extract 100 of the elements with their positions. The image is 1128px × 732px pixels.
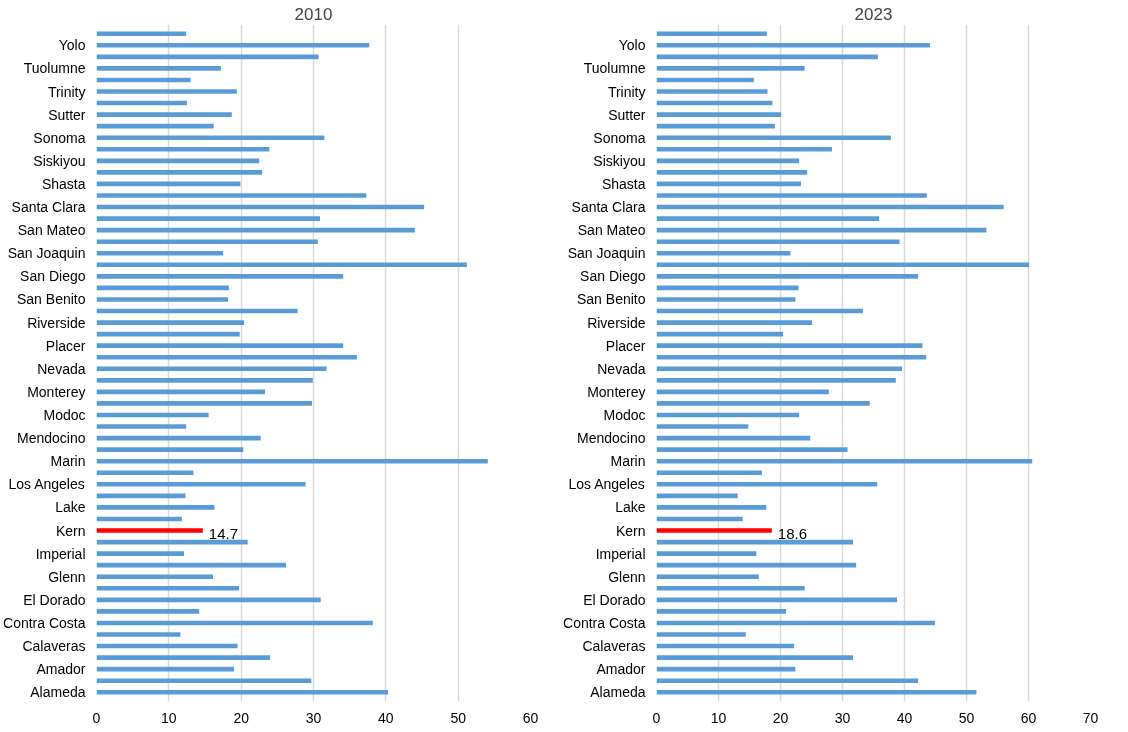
y-tick-label: Siskiyou <box>593 152 646 169</box>
bar <box>96 447 244 452</box>
bar <box>96 458 488 464</box>
y-tick-label: Monterey <box>27 383 86 400</box>
y-tick-label: Yolo <box>58 37 86 54</box>
bar <box>656 239 900 245</box>
y-tick-label: Calaveras <box>22 638 86 655</box>
x-tick-label: 40 <box>378 709 394 726</box>
bar <box>656 66 805 71</box>
bar <box>656 250 791 256</box>
bar <box>656 146 832 152</box>
y-tick-label: Alameda <box>30 684 86 701</box>
y-tick-label: Sutter <box>608 106 646 123</box>
y-tick-label: Nevada <box>597 360 646 377</box>
y-tick-label: Glenn <box>48 568 86 585</box>
bar <box>96 424 187 429</box>
bar <box>656 112 782 117</box>
x-tick-label: 0 <box>652 709 661 726</box>
y-tick-label: Lake <box>55 499 86 516</box>
y-tick-label: Mendocino <box>17 430 86 447</box>
bar <box>96 193 367 198</box>
bar <box>96 401 313 406</box>
y-tick-label: Riverside <box>27 314 86 331</box>
y-tick-label: Santa Clara <box>11 199 86 216</box>
y-tick-label: Kern <box>55 522 86 539</box>
y-tick-label: Alameda <box>590 684 646 701</box>
y-tick-label: Sutter <box>48 106 86 123</box>
y-tick-label: Tuolumne <box>583 60 646 77</box>
bar <box>96 66 221 71</box>
bar <box>656 551 757 556</box>
y-tick-label: Riverside <box>587 314 646 331</box>
y-tick-label: Glenn <box>608 568 646 585</box>
bar <box>656 585 805 591</box>
bar <box>96 42 370 48</box>
y-tick-label: El Dorado <box>583 591 646 608</box>
x-tick-label: 30 <box>305 709 322 726</box>
bar <box>656 678 919 684</box>
y-tick-label: Amador <box>36 661 86 678</box>
bar <box>96 320 245 325</box>
x-tick-label: 60 <box>1020 709 1037 726</box>
bar <box>96 655 271 660</box>
bar <box>96 470 194 476</box>
bar <box>96 585 239 591</box>
chart-title: 2010 <box>294 4 333 24</box>
bar <box>656 609 787 614</box>
x-tick-label: 0 <box>92 709 101 726</box>
x-tick-label: 10 <box>161 709 177 726</box>
y-tick-label: Shasta <box>601 175 646 192</box>
bar <box>96 354 357 360</box>
bar <box>656 31 767 37</box>
bar <box>656 216 880 221</box>
y-tick-label: Placer <box>605 337 646 354</box>
y-tick-label: Los Angeles <box>568 476 645 493</box>
y-tick-label: Los Angeles <box>8 476 85 493</box>
y-tick-label: Tuolumne <box>23 60 86 77</box>
bar <box>656 528 772 533</box>
bar <box>656 378 896 383</box>
bar <box>656 274 919 279</box>
bar <box>96 89 237 94</box>
y-tick-label: El Dorado <box>23 591 86 608</box>
x-tick-label: 30 <box>834 709 851 726</box>
y-tick-label: Mendocino <box>577 430 646 447</box>
y-tick-label: Imperial <box>595 545 646 562</box>
y-tick-label: Modoc <box>603 406 646 423</box>
bar <box>656 632 746 637</box>
y-tick-label: Trinity <box>47 83 86 100</box>
bar <box>96 135 325 141</box>
bar <box>96 250 224 256</box>
y-tick-label: Siskiyou <box>33 152 86 169</box>
bar <box>96 297 229 302</box>
bar <box>656 689 977 695</box>
x-tick-label: 70 <box>1082 709 1099 726</box>
y-tick-label: Calaveras <box>582 638 646 655</box>
bar <box>656 481 878 487</box>
bar <box>96 528 203 533</box>
bar <box>656 470 762 476</box>
bar <box>656 447 848 452</box>
bar <box>656 343 923 348</box>
x-tick-label: 20 <box>772 709 789 726</box>
bar <box>656 135 891 141</box>
bar <box>656 655 854 660</box>
bar <box>96 689 388 695</box>
bar <box>96 609 200 614</box>
bar <box>656 424 749 429</box>
y-tick-label: San Mateo <box>577 222 646 239</box>
bar <box>96 632 181 637</box>
y-tick-label: Nevada <box>37 360 86 377</box>
y-tick-label: Modoc <box>43 406 86 423</box>
bar <box>656 170 808 175</box>
y-tick-label: Imperial <box>35 545 86 562</box>
y-tick-label: San Benito <box>17 291 86 308</box>
y-tick-label: Monterey <box>587 383 646 400</box>
data-label: 18.6 <box>777 524 808 542</box>
data-label: 14.7 <box>208 524 239 542</box>
bar <box>656 320 813 325</box>
y-tick-label: Marin <box>610 453 646 470</box>
y-tick-label: San Joaquin <box>7 245 86 262</box>
bar <box>656 193 927 198</box>
bar <box>96 678 312 684</box>
y-tick-label: Shasta <box>41 175 86 192</box>
